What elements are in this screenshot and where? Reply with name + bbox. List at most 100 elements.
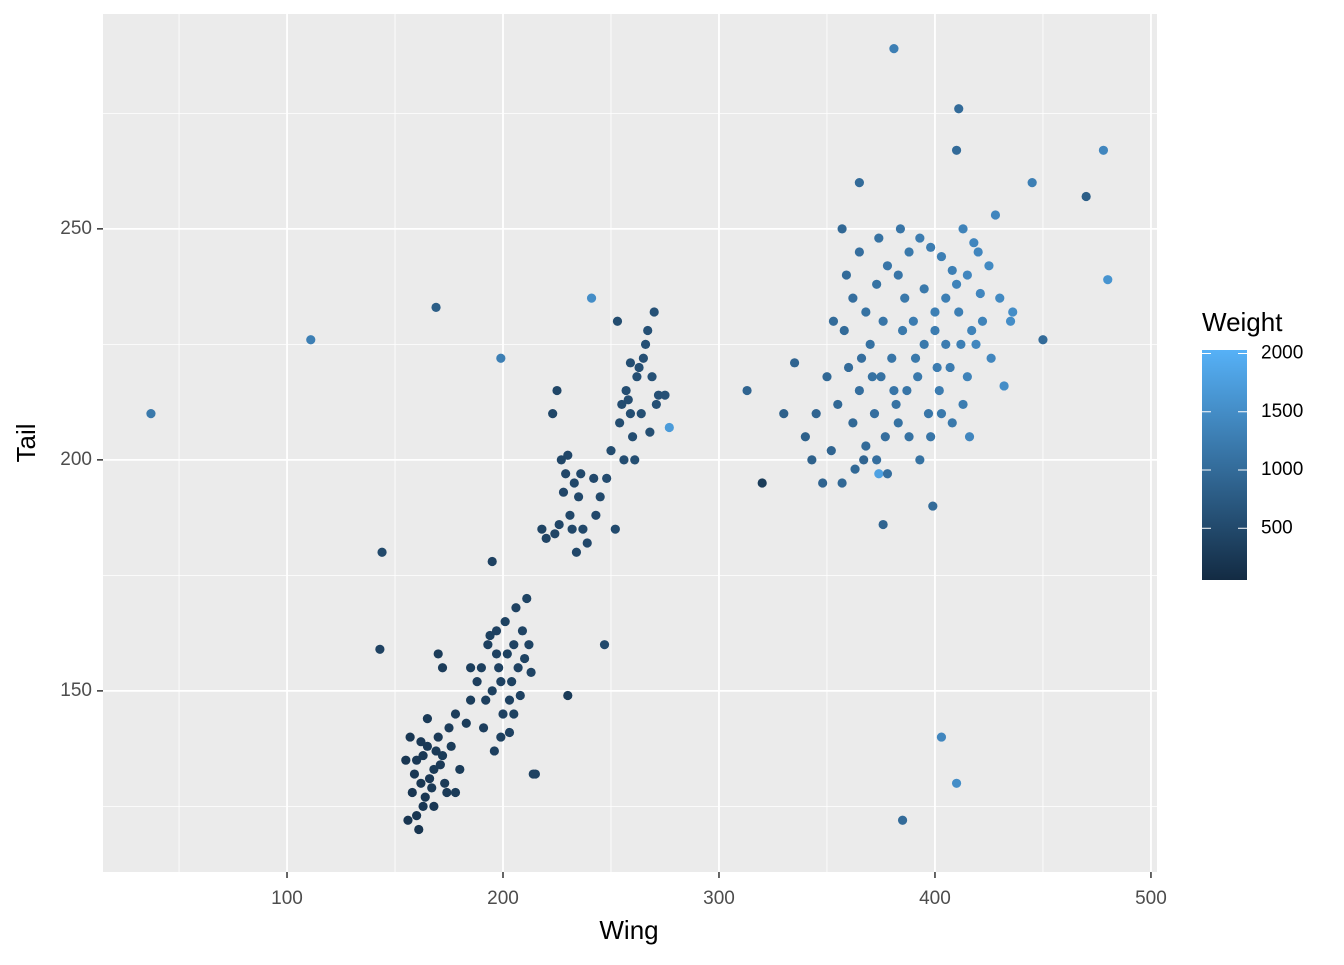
- point: [491, 649, 502, 659]
- point: [645, 427, 655, 437]
- point: [897, 325, 908, 336]
- point: [550, 529, 560, 539]
- x-tick-label: 300: [703, 888, 735, 909]
- point: [561, 469, 571, 479]
- point: [375, 644, 385, 654]
- point: [833, 399, 843, 410]
- point: [418, 801, 428, 811]
- colorbar: [1202, 350, 1247, 580]
- point: [915, 455, 925, 465]
- x-tick-label: 100: [271, 888, 303, 909]
- point: [433, 732, 443, 742]
- point: [504, 695, 515, 705]
- point: [932, 362, 942, 373]
- point: [643, 325, 653, 336]
- point: [623, 395, 633, 405]
- point: [861, 307, 871, 317]
- point: [416, 778, 426, 788]
- point: [895, 224, 906, 234]
- point: [625, 358, 636, 368]
- y-tick-label: 250: [60, 218, 92, 239]
- point: [412, 755, 422, 765]
- point: [455, 764, 465, 775]
- point: [401, 755, 411, 765]
- point: [962, 270, 972, 280]
- point: [405, 732, 415, 742]
- point: [504, 727, 515, 738]
- point: [872, 279, 882, 289]
- point: [627, 432, 638, 442]
- point: [511, 603, 521, 613]
- point: [591, 510, 601, 520]
- point: [837, 224, 847, 234]
- colorbar-label: 2000: [1261, 343, 1303, 364]
- point: [431, 746, 441, 756]
- point: [617, 399, 627, 410]
- point: [990, 210, 1001, 220]
- point: [496, 353, 506, 363]
- y-tick-label: 200: [60, 449, 92, 470]
- x-tick-label: 400: [919, 888, 951, 909]
- point: [498, 709, 508, 719]
- point: [589, 473, 599, 483]
- point: [995, 293, 1005, 303]
- point: [977, 316, 988, 326]
- point: [928, 501, 938, 511]
- point: [951, 279, 962, 289]
- point: [420, 792, 430, 802]
- point: [930, 325, 940, 336]
- point: [1098, 145, 1109, 155]
- point: [416, 737, 426, 747]
- point: [571, 547, 582, 557]
- point: [975, 288, 985, 299]
- point: [872, 455, 882, 465]
- point: [507, 677, 517, 687]
- point: [854, 385, 864, 396]
- point: [854, 178, 864, 188]
- point: [610, 524, 620, 534]
- point: [409, 769, 420, 779]
- point: [500, 616, 510, 627]
- point: [418, 750, 428, 761]
- legend-title: Weight: [1202, 307, 1283, 337]
- point: [867, 372, 877, 382]
- colorbar-label: 1000: [1261, 459, 1303, 480]
- point: [861, 441, 871, 451]
- point: [437, 663, 448, 673]
- point: [839, 325, 849, 336]
- point: [450, 787, 461, 798]
- point: [878, 316, 888, 326]
- point: [496, 732, 506, 742]
- point: [640, 339, 651, 349]
- point: [904, 432, 914, 442]
- point: [945, 362, 955, 373]
- point: [660, 390, 670, 400]
- point: [910, 353, 921, 363]
- point: [1081, 191, 1091, 202]
- point: [483, 640, 493, 650]
- point: [822, 372, 832, 382]
- point: [800, 432, 810, 442]
- point: [1008, 307, 1018, 317]
- point: [412, 811, 422, 821]
- point: [414, 824, 424, 835]
- point: [509, 640, 519, 650]
- point: [973, 247, 983, 257]
- point: [958, 224, 968, 234]
- point: [424, 774, 435, 784]
- point: [926, 242, 936, 252]
- point: [954, 104, 964, 114]
- point: [887, 353, 897, 363]
- point: [567, 524, 577, 534]
- point: [848, 418, 858, 428]
- point: [889, 385, 899, 396]
- point: [647, 372, 657, 382]
- point: [941, 339, 951, 349]
- point: [602, 473, 612, 483]
- point: [951, 778, 962, 788]
- point: [926, 432, 936, 442]
- point: [563, 450, 573, 460]
- point: [837, 478, 847, 488]
- point: [826, 446, 836, 456]
- point: [999, 381, 1009, 391]
